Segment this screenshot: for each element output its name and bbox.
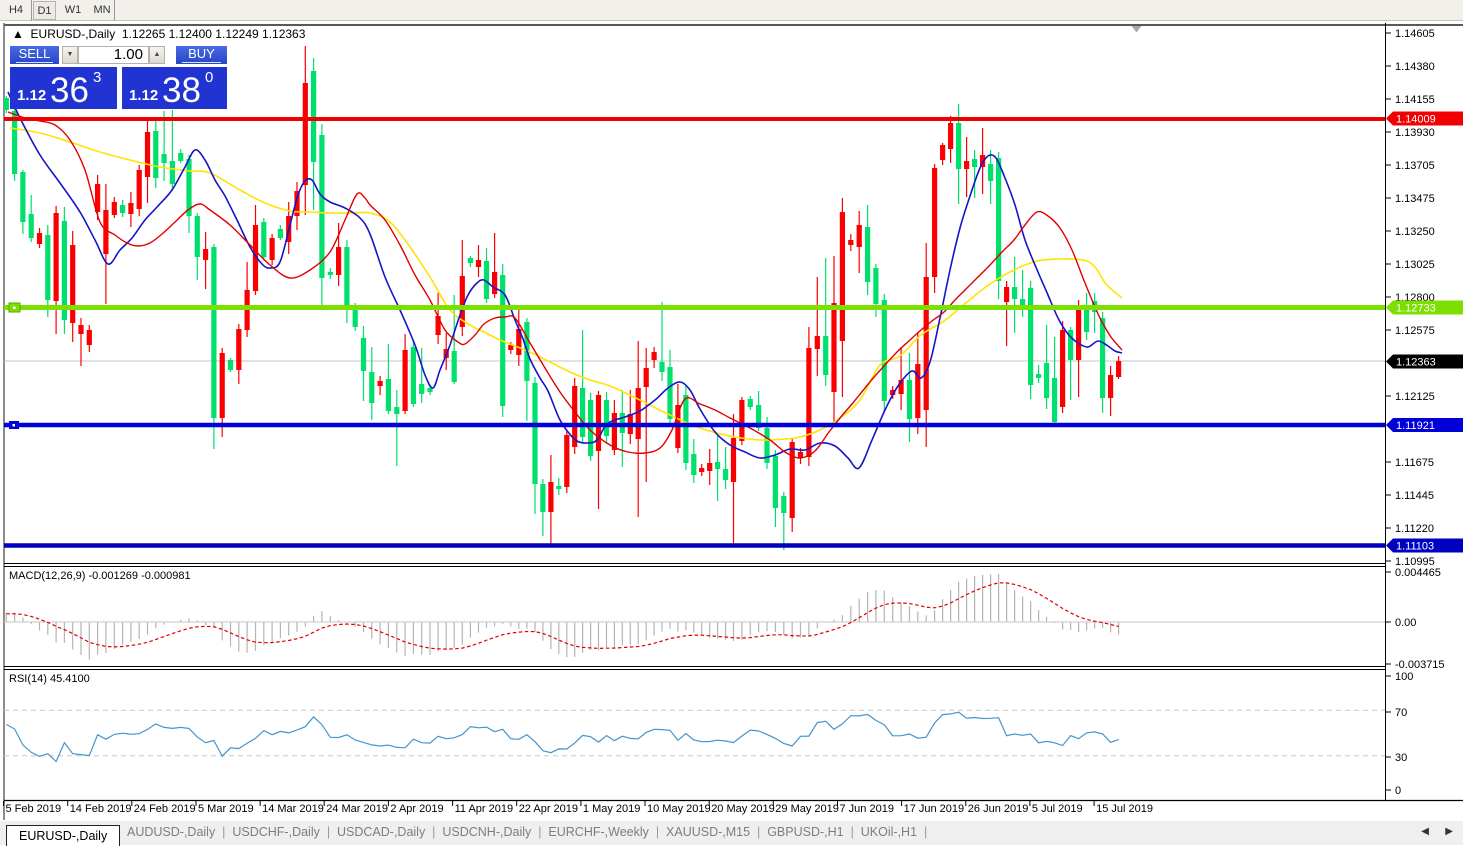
svg-text:-0.003715: -0.003715 (1395, 659, 1445, 671)
svg-text:2 Apr 2019: 2 Apr 2019 (390, 803, 443, 815)
svg-text:1.11445: 1.11445 (1395, 490, 1434, 502)
svg-text:7 Jun 2019: 7 Jun 2019 (840, 803, 894, 815)
svg-text:1.12733: 1.12733 (1396, 303, 1436, 315)
svg-text:0.004465: 0.004465 (1395, 567, 1441, 579)
svg-text:10 May 2019: 10 May 2019 (647, 803, 711, 815)
svg-text:1.13250: 1.13250 (1395, 226, 1435, 238)
svg-text:22 Apr 2019: 22 Apr 2019 (519, 803, 578, 815)
svg-text:11 Apr 2019: 11 Apr 2019 (455, 803, 514, 815)
svg-text:1.14155: 1.14155 (1395, 94, 1435, 106)
svg-text:5 Mar 2019: 5 Mar 2019 (198, 803, 254, 815)
svg-text:1 May 2019: 1 May 2019 (583, 803, 640, 815)
svg-text:5 Feb 2019: 5 Feb 2019 (6, 803, 62, 815)
svg-text:1.12363: 1.12363 (1396, 357, 1436, 369)
svg-text:1.14380: 1.14380 (1395, 61, 1435, 73)
svg-text:1.11103: 1.11103 (1396, 541, 1434, 553)
svg-text:14 Mar 2019: 14 Mar 2019 (262, 803, 324, 815)
svg-text:1.12125: 1.12125 (1395, 391, 1435, 403)
svg-text:15 Jul 2019: 15 Jul 2019 (1096, 803, 1153, 815)
svg-text:1.11220: 1.11220 (1395, 523, 1434, 535)
svg-text:1.13930: 1.13930 (1395, 127, 1435, 139)
svg-text:1.11675: 1.11675 (1395, 457, 1434, 469)
svg-text:0: 0 (1395, 785, 1401, 797)
svg-text:30: 30 (1395, 752, 1407, 764)
svg-text:1.12575: 1.12575 (1395, 325, 1435, 337)
svg-text:17 Jun 2019: 17 Jun 2019 (904, 803, 965, 815)
svg-text:5 Jul 2019: 5 Jul 2019 (1032, 803, 1083, 815)
svg-text:1.13705: 1.13705 (1395, 160, 1435, 172)
svg-text:0.00: 0.00 (1395, 617, 1416, 629)
svg-text:14 Feb 2019: 14 Feb 2019 (70, 803, 132, 815)
svg-text:1.10995: 1.10995 (1395, 556, 1435, 568)
svg-text:1.11921: 1.11921 (1396, 420, 1435, 432)
svg-text:29 May 2019: 29 May 2019 (775, 803, 839, 815)
svg-text:24 Mar 2019: 24 Mar 2019 (326, 803, 388, 815)
svg-text:100: 100 (1395, 671, 1413, 683)
svg-text:24 Feb 2019: 24 Feb 2019 (134, 803, 196, 815)
svg-text:1.13025: 1.13025 (1395, 259, 1435, 271)
svg-text:70: 70 (1395, 707, 1407, 719)
svg-text:20 May 2019: 20 May 2019 (711, 803, 775, 815)
svg-text:1.14009: 1.14009 (1396, 114, 1436, 126)
svg-text:1.14605: 1.14605 (1395, 28, 1435, 40)
svg-text:26 Jun 2019: 26 Jun 2019 (968, 803, 1029, 815)
svg-text:1.13475: 1.13475 (1395, 193, 1435, 205)
